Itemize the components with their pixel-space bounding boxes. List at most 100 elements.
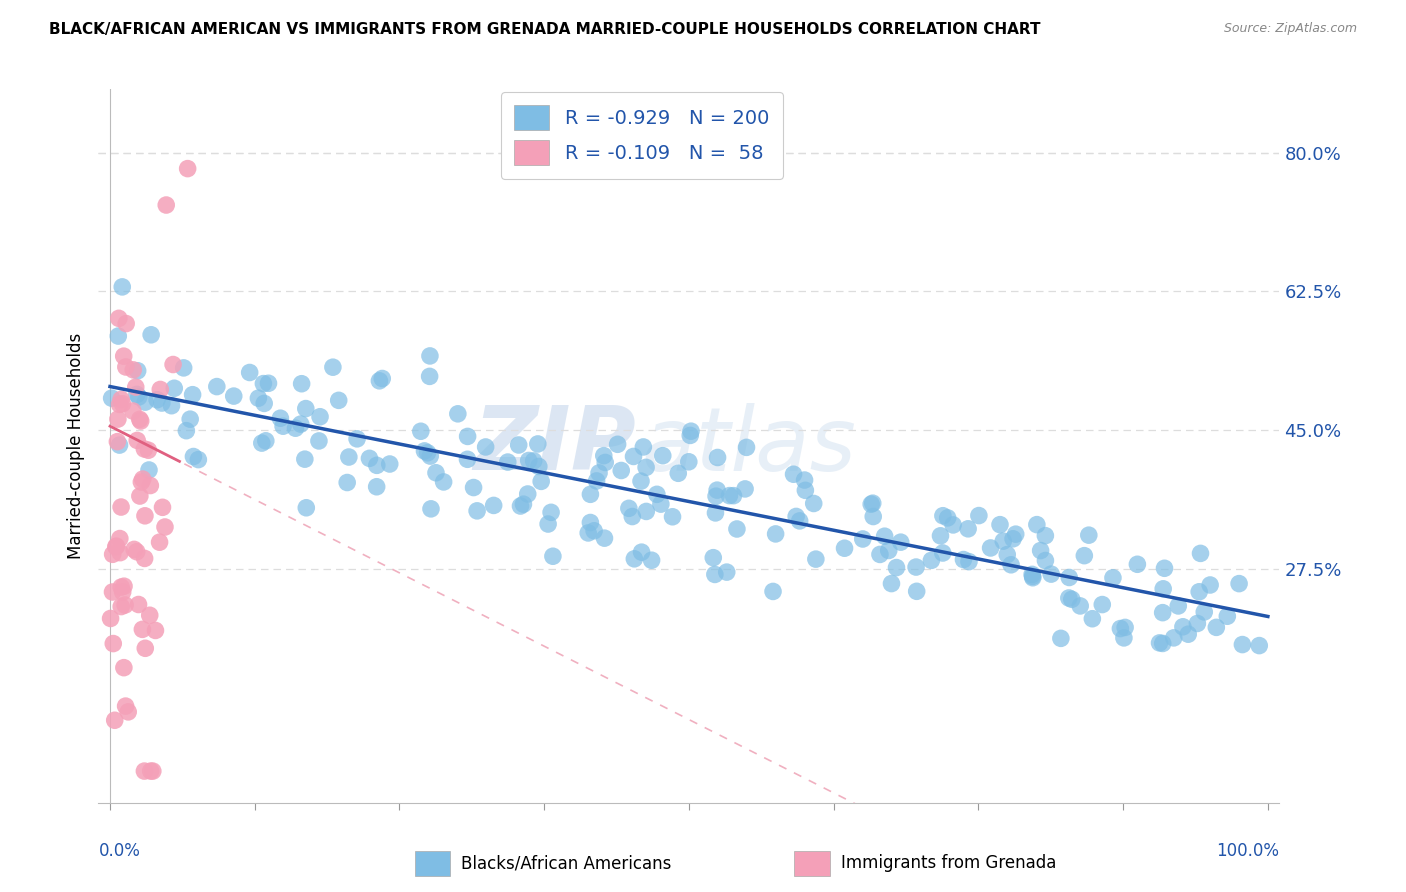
Point: [139, 327, 162, 342]
Point: [107, 412, 129, 426]
Text: Source: ZipAtlas.com: Source: ZipAtlas.com: [1223, 22, 1357, 36]
Point: [419, 369, 441, 384]
Point: [496, 455, 519, 469]
Point: [579, 516, 602, 530]
Point: [138, 463, 160, 477]
Point: [155, 198, 177, 212]
Point: [704, 506, 727, 520]
Point: [877, 543, 900, 558]
Point: [1189, 546, 1212, 560]
Point: [160, 399, 183, 413]
Point: [105, 539, 128, 553]
Point: [125, 380, 148, 394]
Point: [176, 161, 198, 176]
Point: [980, 541, 1002, 555]
Point: [1152, 606, 1174, 620]
Point: [650, 497, 672, 511]
Point: [127, 364, 149, 378]
Point: [793, 473, 815, 487]
Point: [163, 381, 186, 395]
Y-axis label: Married-couple Households: Married-couple Households: [66, 333, 84, 559]
Point: [257, 376, 280, 391]
Text: ZIP: ZIP: [472, 402, 636, 490]
Point: [153, 520, 176, 534]
Point: [110, 599, 132, 614]
Point: [1022, 571, 1045, 585]
Point: [121, 404, 143, 418]
Point: [105, 434, 128, 449]
Point: [1021, 569, 1043, 583]
Point: [920, 553, 942, 567]
Point: [1232, 638, 1254, 652]
Point: [1152, 582, 1174, 596]
Point: [716, 565, 738, 579]
Point: [125, 545, 148, 559]
Point: [100, 611, 122, 625]
Text: 0.0%: 0.0%: [98, 842, 141, 860]
Text: 100.0%: 100.0%: [1216, 842, 1279, 860]
Point: [617, 501, 640, 516]
Point: [413, 444, 436, 458]
Point: [988, 517, 1011, 532]
Point: [269, 411, 291, 425]
Point: [107, 311, 129, 326]
Point: [409, 424, 432, 438]
Point: [149, 383, 172, 397]
Point: [420, 501, 443, 516]
Point: [308, 434, 330, 448]
Point: [803, 496, 825, 510]
Point: [368, 374, 391, 388]
Point: [433, 475, 456, 489]
Point: [465, 504, 488, 518]
Point: [291, 376, 314, 391]
Point: [419, 349, 441, 363]
Point: [630, 474, 652, 488]
Point: [108, 546, 131, 560]
Point: [1149, 636, 1171, 650]
Point: [271, 419, 294, 434]
Point: [890, 535, 912, 549]
Point: [588, 466, 610, 480]
Point: [1073, 549, 1095, 563]
Point: [633, 440, 655, 454]
Point: [134, 551, 156, 566]
Point: [134, 764, 156, 778]
Point: [1171, 620, 1194, 634]
Point: [110, 500, 132, 514]
Point: [419, 449, 441, 463]
Point: [328, 393, 350, 408]
Point: [929, 529, 952, 543]
Point: [482, 499, 505, 513]
Point: [509, 499, 531, 513]
Point: [723, 489, 745, 503]
Point: [640, 553, 662, 567]
Point: [463, 481, 485, 495]
Point: [1187, 616, 1209, 631]
Point: [366, 458, 388, 473]
Point: [794, 483, 817, 498]
Point: [593, 455, 616, 469]
Point: [541, 549, 564, 564]
Point: [1000, 558, 1022, 572]
Point: [250, 436, 273, 450]
Point: [115, 359, 138, 374]
Point: [636, 504, 658, 518]
Point: [239, 366, 262, 380]
Point: [284, 421, 307, 435]
Point: [1004, 527, 1026, 541]
Point: [606, 437, 628, 451]
Point: [1091, 598, 1114, 612]
Point: [530, 475, 553, 489]
Point: [371, 371, 394, 385]
Point: [512, 497, 534, 511]
Point: [734, 482, 756, 496]
Point: [131, 623, 153, 637]
Point: [516, 487, 538, 501]
Point: [1153, 561, 1175, 575]
Point: [447, 407, 470, 421]
Point: [101, 585, 124, 599]
Point: [1060, 592, 1083, 607]
Point: [1194, 605, 1216, 619]
Point: [139, 764, 162, 778]
Point: [101, 547, 124, 561]
